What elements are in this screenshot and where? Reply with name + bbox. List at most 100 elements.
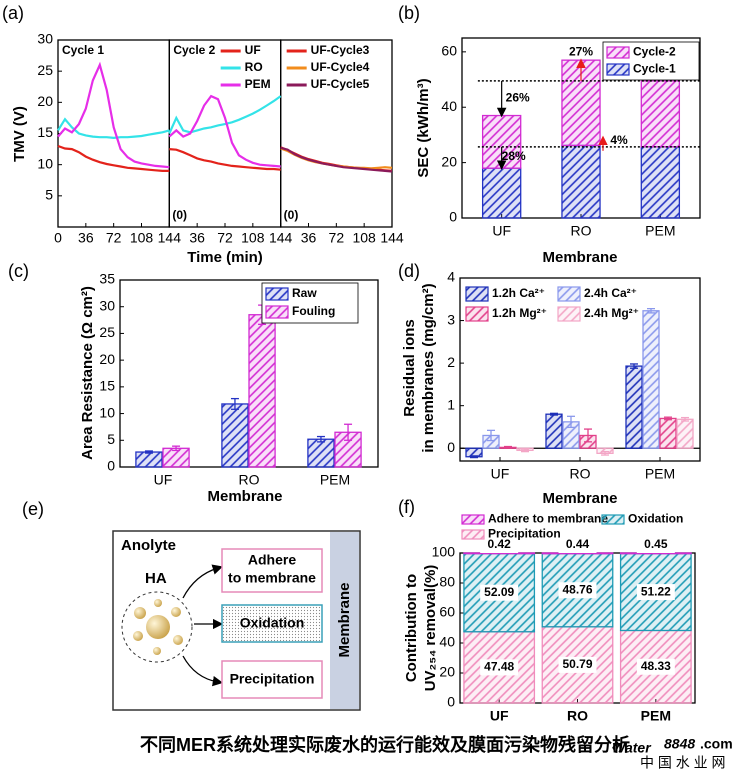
error-bar [664, 416, 672, 421]
legend-swatch [265, 305, 289, 319]
flow-arrow [182, 655, 224, 687]
membrane-wall [330, 532, 359, 709]
y-tick-label: 35 [99, 271, 115, 287]
y-tick-label: 0 [449, 209, 457, 225]
diagram-title: Anolyte [121, 537, 176, 554]
value-label: 0.44 [566, 537, 590, 551]
value-label-bg [636, 537, 675, 553]
x-tick-label: UF [490, 708, 509, 724]
value-label: 47.48 [484, 660, 514, 674]
y-tick-label: 5 [45, 187, 53, 203]
error-bar [681, 416, 689, 422]
legend-label: Cycle-1 [633, 62, 676, 76]
error-bar [316, 435, 325, 443]
line-series [168, 94, 281, 168]
x-tick-label: 36 [78, 230, 94, 246]
y-tick-label: 10 [37, 155, 53, 171]
error-bar [172, 445, 181, 452]
y-tick-label: 30 [99, 297, 115, 313]
legend-swatch [606, 63, 630, 76]
error-bar [584, 428, 592, 443]
y-tick-label: 80 [439, 574, 455, 590]
x-tick-label: 144 [158, 230, 182, 246]
x-tick-label: PEM [320, 472, 350, 488]
particle [133, 631, 143, 641]
panel-label: (e) [22, 499, 44, 519]
line-series [169, 148, 281, 171]
legend-label: UF [245, 43, 261, 57]
cycle-label: Cycle 2 [173, 43, 215, 57]
cycle-label: Cycle 1 [62, 43, 104, 57]
panel-label: (b) [398, 3, 420, 23]
error-bar [504, 445, 512, 449]
y-tick-label: 15 [99, 378, 115, 394]
panel-label: (f) [398, 497, 415, 517]
bar-segment [541, 552, 614, 555]
value-label: 52.09 [484, 585, 514, 599]
legend-swatch [557, 286, 581, 302]
annotation: 28% [502, 149, 526, 163]
x-tick-label: 36 [189, 230, 205, 246]
y-axis-label: UV₂₅₄ removal(%) [422, 565, 439, 692]
legend-swatch [265, 287, 289, 301]
value-label-bg [636, 658, 675, 675]
bar-segment [463, 552, 536, 555]
target-label: to membrane [228, 570, 316, 586]
value-label: 0.45 [644, 537, 668, 551]
y-tick-label: 20 [99, 351, 115, 367]
y-axis-label: Contribution to [403, 574, 420, 682]
x-axis-label: Membrane [207, 488, 282, 505]
value-label-bg [558, 582, 597, 599]
legend-swatch [557, 306, 581, 322]
particle [146, 615, 170, 639]
legend-swatch [461, 514, 485, 525]
bar-segment [640, 80, 681, 148]
watermark-brand: Water [612, 740, 652, 756]
x-axis-label: Membrane [542, 490, 617, 507]
value-label: 48.76 [562, 582, 592, 596]
y-tick-label: 5 [107, 431, 115, 447]
y-axis-label: in membranes (mg/cm²) [420, 283, 437, 452]
y-tick-label: 40 [441, 98, 457, 114]
bar [221, 403, 249, 468]
y-tick-label: 20 [37, 93, 53, 109]
x-tick-label: 144 [380, 230, 404, 246]
value-label-bg [480, 584, 519, 601]
target-box [221, 660, 323, 699]
y-tick-label: 25 [99, 324, 115, 340]
value-label: 0.42 [487, 537, 511, 551]
value-label-bg [558, 656, 597, 673]
value-label: 51.22 [641, 584, 671, 598]
error-bar [470, 455, 478, 459]
panel-label: (d) [398, 261, 420, 281]
legend-label: RO [245, 60, 263, 74]
x-tick-label: 108 [130, 230, 154, 246]
flow-arrow [182, 564, 223, 599]
y-axis-label: SEC (kWh/m³) [415, 78, 432, 177]
x-tick-label: 108 [241, 230, 265, 246]
x-tick-label: RO [567, 708, 588, 724]
y-tick-label: 20 [441, 153, 457, 169]
legend-label: Cycle-2 [633, 45, 676, 59]
value-label: 48.33 [641, 659, 671, 673]
y-tick-label: 15 [37, 124, 53, 140]
bar [162, 447, 190, 468]
value-label-bg [636, 584, 675, 601]
bar-segment [561, 144, 601, 219]
x-tick-label: PEM [641, 708, 671, 724]
y-tick-label: 100 [432, 544, 456, 560]
x-tick-label: RO [239, 472, 260, 488]
x-tick-label: 72 [106, 230, 122, 246]
y-tick-label: 2 [447, 354, 455, 370]
target-label: Adhere [248, 552, 296, 568]
line-series [57, 61, 170, 169]
y-tick-label: 4 [447, 269, 455, 285]
error-bar [601, 450, 609, 456]
y-axis-label: Residual ions [401, 319, 418, 417]
legend-swatch [601, 514, 625, 525]
y-tick-label: 60 [441, 43, 457, 59]
legend-swatch [461, 529, 485, 540]
